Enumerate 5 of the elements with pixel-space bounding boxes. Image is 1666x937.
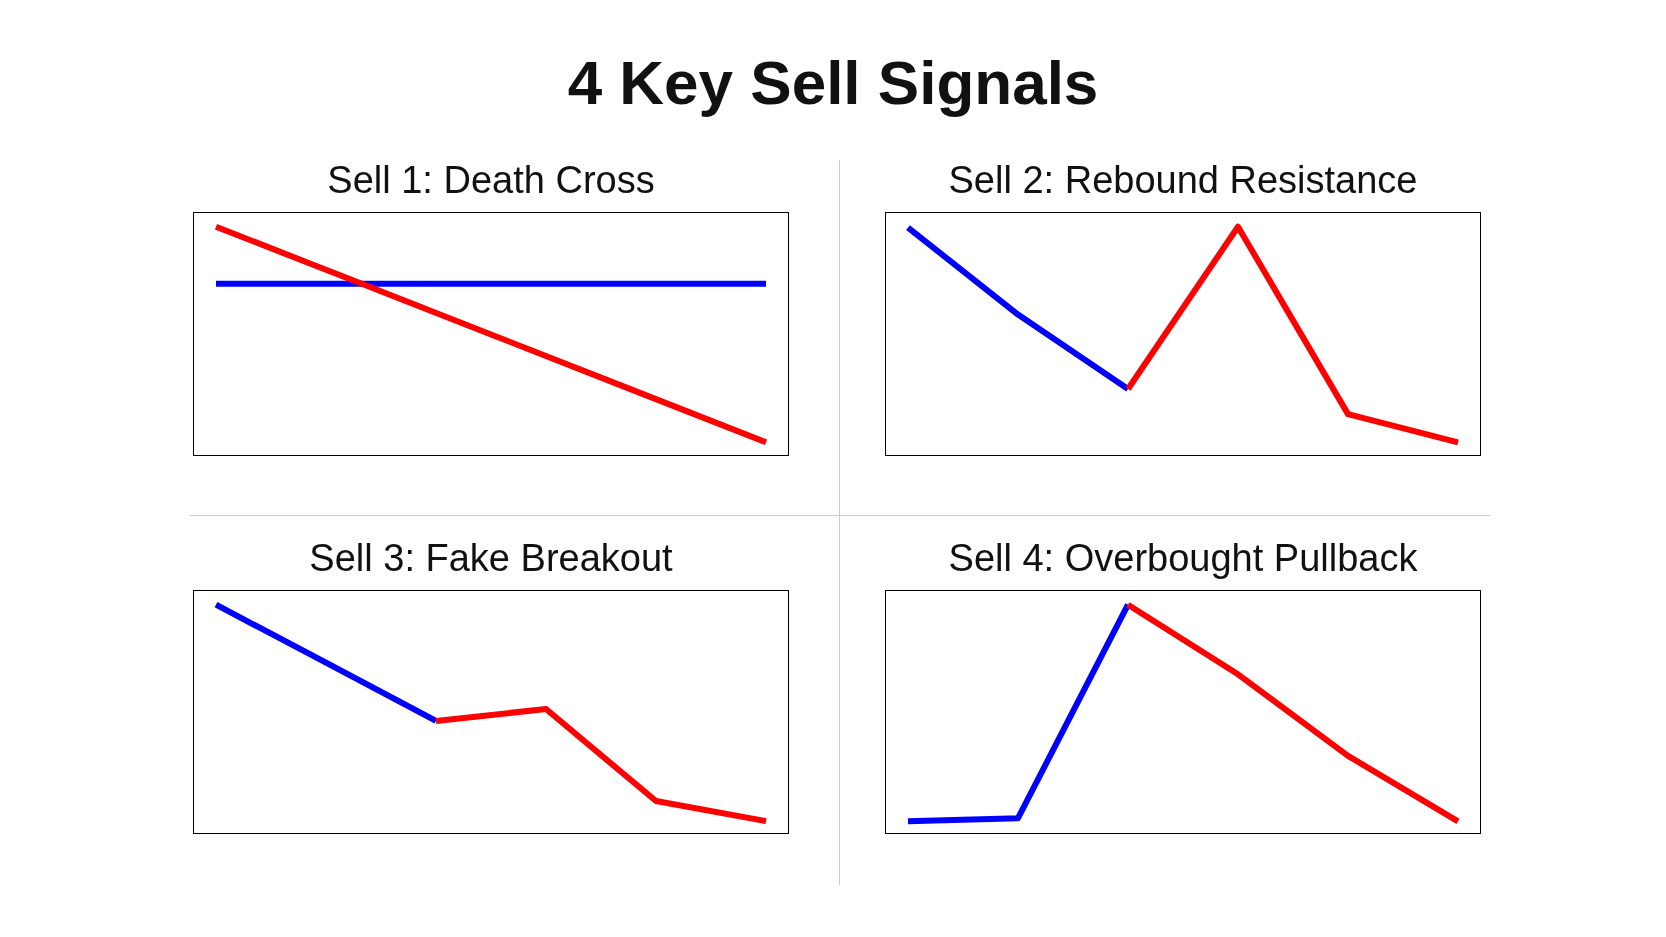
chart-title: Sell 1: Death Cross [327,158,655,203]
text: 4 Key Sell Signals [566,47,1100,119]
chart-title: Sell 4: Overbought Pullback [948,536,1418,581]
chart-title: Sell 3: Fake Breakout [309,536,673,581]
chart-title: Sell 2: Rebound Resistance [948,158,1418,203]
